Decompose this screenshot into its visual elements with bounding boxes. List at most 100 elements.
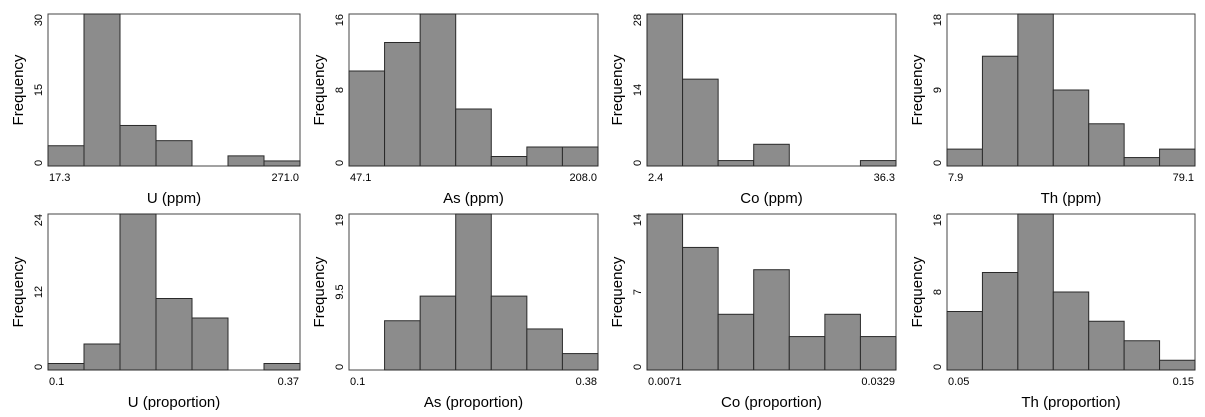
panel-7-bar-7 [859,336,897,371]
panel-3-x-tick-min: 2.4 [648,172,663,184]
panel-8-bar-6 [1123,340,1161,371]
panel-3-x-tick-max: 36.3 [874,172,895,184]
panel-5-y-tick-label: 12 [33,286,45,298]
panel-1-x-axis-title: U (ppm) [147,190,201,207]
panel-1-y-tick-label: 15 [33,84,45,96]
panel-8-y-tick-label: 8 [932,289,944,295]
panel-5-bar-3 [119,213,157,371]
panel-7-bar-2 [682,246,719,371]
panel-8-bar-4 [1052,291,1090,371]
panel-4-x-tick-max: 79.1 [1173,172,1194,184]
panel-8-y-axis-title: Frequency [909,256,926,327]
panel-1-y-axis-title: Frequency [10,54,27,125]
panel-3-bar-2 [682,78,719,167]
panel-7-y-tick-label: 0 [632,364,644,370]
panel-3-y-tick-label: 28 [632,14,644,26]
panel-5-bar-7 [263,363,301,371]
panel-2-y-tick-label: 16 [334,14,346,26]
panel-6-y-tick-label: 0 [334,364,346,370]
panel-1-bar-1 [47,145,85,167]
panel-1-bar-6 [227,155,265,167]
panel-2-bar-1 [348,70,386,167]
panel-1-bar-4 [155,140,193,167]
panel-2-x-axis-title: As (ppm) [443,190,504,207]
panel-4-y-axis-title: Frequency [909,54,926,125]
panel-1-y-tick-label: 0 [33,160,45,166]
panel-4-bar-6 [1123,157,1161,167]
panel-5-bar-1 [47,363,85,371]
panel-2-bar-2 [384,42,421,167]
panel-7-bar-1 [646,213,684,371]
panel-3-y-tick-label: 0 [632,160,644,166]
panel-4-bar-3 [1017,13,1054,167]
panel-4-y-tick-label: 18 [932,14,944,26]
panel-6-y-tick-label: 19 [334,214,346,226]
panel-7-x-tick-max: 0.0329 [861,376,895,388]
panel-6-bar-3 [419,295,457,371]
panel-5-bar-4 [155,298,193,371]
panel-7-y-tick-label: 7 [632,289,644,295]
panel-2-x-tick-min: 47.1 [350,172,371,184]
panel-6-bar-2 [384,320,421,371]
panel-2-bar-4 [455,108,492,167]
panel-3-bar-3 [717,160,755,167]
panel-2-bar-5 [490,156,528,167]
panel-1-y-tick-label: 30 [33,14,45,26]
panel-1-bar-2 [83,13,121,167]
panel-2-y-tick-label: 0 [334,160,346,166]
panel-3-y-tick-label: 14 [632,84,644,96]
panel-1-x-tick-min: 17.3 [49,172,70,184]
panel-8-x-tick-min: 0.05 [948,376,969,388]
panel-2-bar-6 [526,146,563,167]
panel-5-y-tick-label: 0 [33,364,45,370]
panel-4-bar-2 [981,55,1019,167]
panel-6-x-axis-title: As (proportion) [424,394,523,411]
panel-6-x-tick-max: 0.38 [576,376,597,388]
panel-6-x-tick-min: 0.1 [350,376,365,388]
panel-5-x-tick-min: 0.1 [49,376,64,388]
panel-8-bar-3 [1017,213,1054,371]
panel-2-bar-3 [419,13,457,167]
panel-3-bar-4 [753,143,790,167]
panel-8-bar-5 [1088,320,1125,371]
panel-1-x-tick-max: 271.0 [271,172,299,184]
panel-1-bar-7 [263,160,301,167]
panel-7-bar-3 [717,313,755,371]
panel-2-y-axis-title: Frequency [311,54,328,125]
panel-8-x-tick-max: 0.15 [1173,376,1194,388]
panel-4-y-tick-label: 0 [932,160,944,166]
panel-5-x-axis-title: U (proportion) [128,394,221,411]
panel-8-y-tick-label: 0 [932,364,944,370]
panel-5-y-tick-label: 24 [33,214,45,226]
panel-2-x-tick-max: 208.0 [569,172,597,184]
panel-3-x-axis-title: Co (ppm) [740,190,803,207]
panel-4-bar-1 [946,148,983,167]
panel-6-bar-5 [490,295,528,371]
panel-6-y-axis-title: Frequency [311,256,328,327]
panel-3-bar-1 [646,13,684,167]
panel-8-bar-2 [981,272,1019,371]
panel-4-x-tick-min: 7.9 [948,172,963,184]
panel-5-bar-5 [191,317,229,371]
panel-8-bar-1 [946,311,983,371]
panel-8-x-axis-title: Th (proportion) [1021,394,1120,411]
panel-8-bar-7 [1159,359,1196,371]
panel-5-y-axis-title: Frequency [10,256,27,327]
panel-4-x-axis-title: Th (ppm) [1041,190,1102,207]
panel-6-bar-7 [561,353,599,371]
panel-4-bar-7 [1159,148,1196,167]
panel-5-x-tick-max: 0.37 [278,376,299,388]
panel-7-x-tick-min: 0.0071 [648,376,682,388]
panel-2-y-tick-label: 8 [334,87,346,93]
panel-4-y-tick-label: 9 [932,87,944,93]
panel-7-bar-5 [788,336,826,371]
panel-3-bar-7 [859,160,897,167]
panel-1-bar-3 [119,124,157,167]
panel-2-bar-7 [561,146,599,167]
panel-7-bar-4 [753,269,790,371]
panel-8-y-tick-label: 16 [932,214,944,226]
panel-7-y-tick-label: 14 [632,214,644,226]
panel-6-bar-6 [526,328,563,371]
panel-7-bar-6 [824,313,861,371]
